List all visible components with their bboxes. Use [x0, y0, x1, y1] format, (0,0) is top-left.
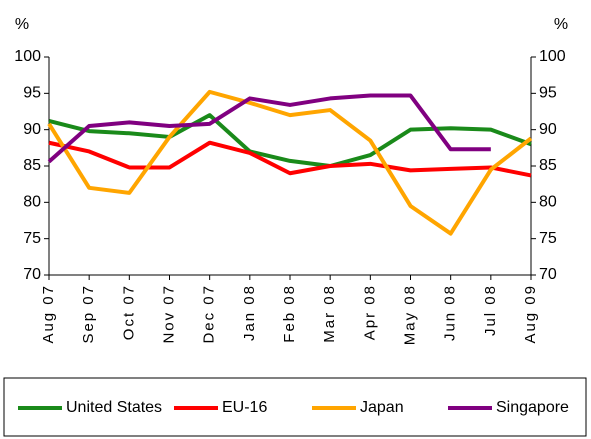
y-tick-label: 100	[14, 48, 41, 65]
y-tick-label: 95	[23, 85, 41, 102]
x-tick-label: Aug 07	[40, 284, 57, 344]
legend-label: Japan	[360, 399, 404, 416]
x-tick-label: Jul 08	[482, 284, 499, 336]
legend-label: EU-16	[222, 399, 267, 416]
x-tick-label: Mar 08	[321, 284, 338, 343]
legend-box	[3, 377, 587, 437]
y-tick-label: 80	[23, 194, 41, 211]
x-tick-label: Oct 07	[120, 284, 137, 340]
y-axis-label: %	[15, 16, 29, 33]
x-tick-label: Sep 07	[80, 284, 97, 344]
legend-label: Singapore	[496, 399, 569, 416]
y-tick-label: 85	[23, 157, 41, 174]
series-line	[47, 93, 491, 164]
y2-tick-label: 90	[539, 121, 557, 138]
x-tick-label: May 08	[401, 284, 418, 345]
y2-tick-label: 85	[539, 157, 557, 174]
y2-tick-label: 100	[539, 48, 566, 65]
y2-tick-label: 80	[539, 194, 557, 211]
series-line	[47, 89, 533, 236]
y2-tick-label: 70	[539, 266, 557, 283]
y-tick-label: 75	[23, 230, 41, 247]
x-tick-label: Jun 08	[442, 284, 459, 341]
series-line	[48, 113, 532, 168]
x-tick-label: Aug 09	[522, 284, 539, 344]
y2-tick-label: 95	[539, 85, 557, 102]
x-tick-label: Jan 08	[241, 284, 258, 341]
x-tick-label: Feb 08	[281, 284, 298, 343]
x-tick-label: Nov 07	[160, 284, 177, 344]
y-tick-label: 90	[23, 121, 41, 138]
y2-axis-label: %	[554, 16, 568, 33]
y-tick-label: 70	[23, 266, 41, 283]
y2-tick-label: 75	[539, 230, 557, 247]
x-tick-label: Dec 07	[201, 284, 218, 344]
x-tick-label: Apr 08	[361, 284, 378, 340]
legend-label: United States	[66, 399, 162, 416]
series-line	[48, 140, 532, 178]
